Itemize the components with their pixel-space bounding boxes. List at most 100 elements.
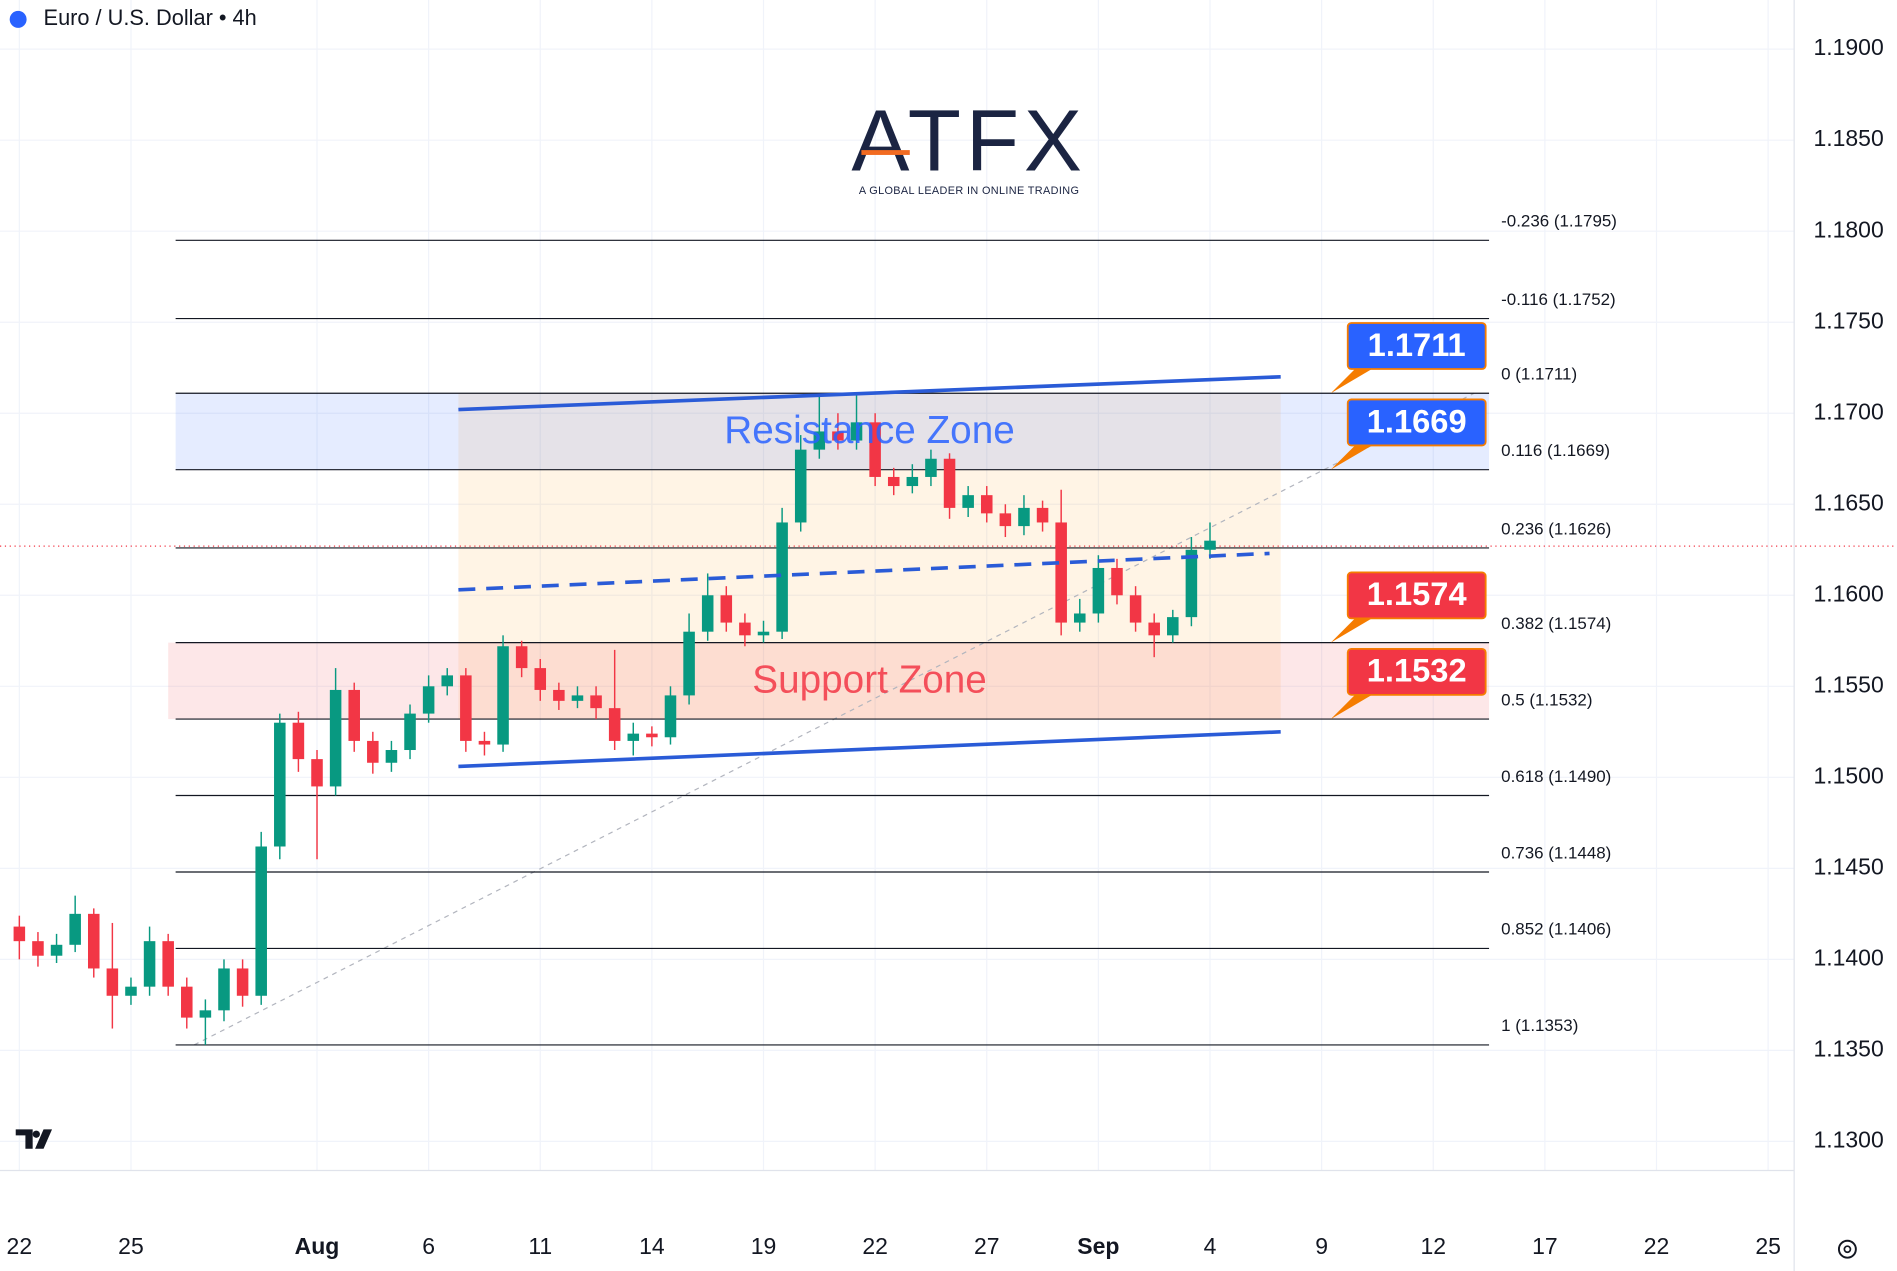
candle-body (776, 522, 788, 632)
zone (168, 642, 1490, 720)
x-tick-label: 25 (1755, 1233, 1781, 1259)
candle-body (385, 750, 398, 763)
y-tick-label: 1.1850 (1813, 125, 1883, 151)
candle-body (608, 708, 621, 741)
candle-body (590, 695, 602, 709)
candle-body (181, 986, 193, 1018)
callout-box (1346, 571, 1487, 620)
callout-box (1346, 647, 1487, 696)
candle-body (794, 449, 807, 523)
callout-label: 1.1532 (1367, 652, 1467, 689)
candle-body (311, 759, 323, 787)
candle-body (199, 1010, 212, 1018)
fib-label: 0 (1.1711) (1501, 365, 1577, 384)
y-tick-label: 1.1900 (1813, 34, 1883, 60)
tv-logo (15, 1129, 53, 1149)
candle-body (999, 513, 1012, 527)
x-tick-label: 25 (118, 1233, 144, 1259)
callout-pointer (1330, 445, 1372, 470)
x-tick-label: Aug (295, 1233, 340, 1259)
candle-body (943, 458, 956, 508)
logo-tagline: A GLOBAL LEADER IN ONLINE TRADING (859, 185, 1079, 197)
y-tick-label: 1.1750 (1813, 307, 1883, 333)
symbol-title: Euro / U.S. Dollar • 4h (44, 5, 257, 30)
candle-body (571, 695, 584, 701)
fib-label: 0.236 (1.1626) (1501, 519, 1611, 538)
candle-body (962, 495, 974, 508)
x-tick-label: 4 (1204, 1233, 1217, 1259)
candle-body (236, 968, 249, 996)
settings-icon[interactable] (1837, 1239, 1857, 1259)
candle-body (553, 689, 565, 701)
callout-pointer (1330, 618, 1372, 643)
candle-body (125, 986, 137, 996)
x-tick-label: 22 (7, 1233, 33, 1259)
x-tick-label: 14 (639, 1233, 665, 1259)
x-tick-label: 22 (1644, 1233, 1670, 1259)
logo-name: ATFX (851, 93, 1086, 190)
candle-body (218, 968, 230, 1011)
candle-body (497, 646, 509, 745)
candle-body (1129, 595, 1142, 623)
candle-body (683, 631, 695, 696)
candle-body (534, 668, 547, 690)
candle-body (906, 476, 919, 487)
fib-label: -0.236 (1.1795) (1501, 212, 1617, 231)
candle-body (162, 941, 174, 987)
candle-body (1074, 613, 1086, 623)
candle-body (739, 622, 751, 636)
candle-body (627, 733, 640, 741)
candle-body (422, 686, 435, 714)
trendline (458, 375, 1281, 412)
x-tick-label: 12 (1420, 1233, 1446, 1259)
callout-box (1346, 398, 1487, 447)
fib-label: 0.736 (1.1448) (1501, 843, 1611, 862)
callout-pointer (1330, 694, 1372, 720)
x-tick-label: 9 (1315, 1233, 1328, 1259)
callout-label: 1.1711 (1368, 326, 1466, 363)
candle-body (106, 968, 119, 996)
candle-body (720, 595, 733, 623)
candle-body (274, 722, 286, 847)
candle-body (757, 631, 770, 636)
logo-accent (861, 150, 910, 155)
symbol-icon (9, 10, 27, 28)
candle-body (460, 675, 472, 741)
y-tick-label: 1.1350 (1813, 1035, 1883, 1061)
y-tick-label: 1.1550 (1813, 671, 1883, 697)
callout-label: 1.1574 (1367, 575, 1467, 612)
y-tick-label: 1.1650 (1813, 489, 1883, 515)
fib-label: -0.116 (1.1752) (1501, 290, 1616, 309)
candle-body (50, 944, 63, 956)
candle-body (255, 846, 267, 996)
candle-body (1036, 507, 1049, 523)
candle-body (329, 689, 342, 787)
candle-body (1148, 622, 1160, 636)
x-tick-label: 11 (528, 1233, 552, 1259)
x-tick-label: Sep (1077, 1233, 1119, 1259)
candle-body (13, 926, 26, 942)
candle-body (515, 646, 528, 669)
x-tick-label: 27 (974, 1233, 1000, 1259)
candle-body (69, 913, 81, 945)
x-tick-label: 19 (751, 1233, 777, 1259)
candle-body (701, 595, 714, 632)
fib-label: 0.382 (1.1574) (1501, 614, 1611, 633)
candle-body (832, 431, 844, 441)
y-tick-label: 1.1300 (1813, 1126, 1883, 1152)
y-tick-label: 1.1600 (1813, 580, 1883, 606)
y-tick-label: 1.1400 (1813, 944, 1883, 970)
candle-body (646, 733, 658, 738)
trendline (458, 551, 1270, 592)
candle-body (1055, 522, 1067, 623)
fib-label: 0.618 (1.1490) (1501, 767, 1611, 786)
callout-pointer (1330, 369, 1372, 394)
candle-body (1185, 549, 1198, 618)
candle-body (664, 695, 677, 738)
zone-label: Resistance Zone (724, 409, 1014, 452)
fib-label: 0.5 (1.1532) (1501, 690, 1592, 709)
y-tick-label: 1.1700 (1813, 398, 1883, 424)
